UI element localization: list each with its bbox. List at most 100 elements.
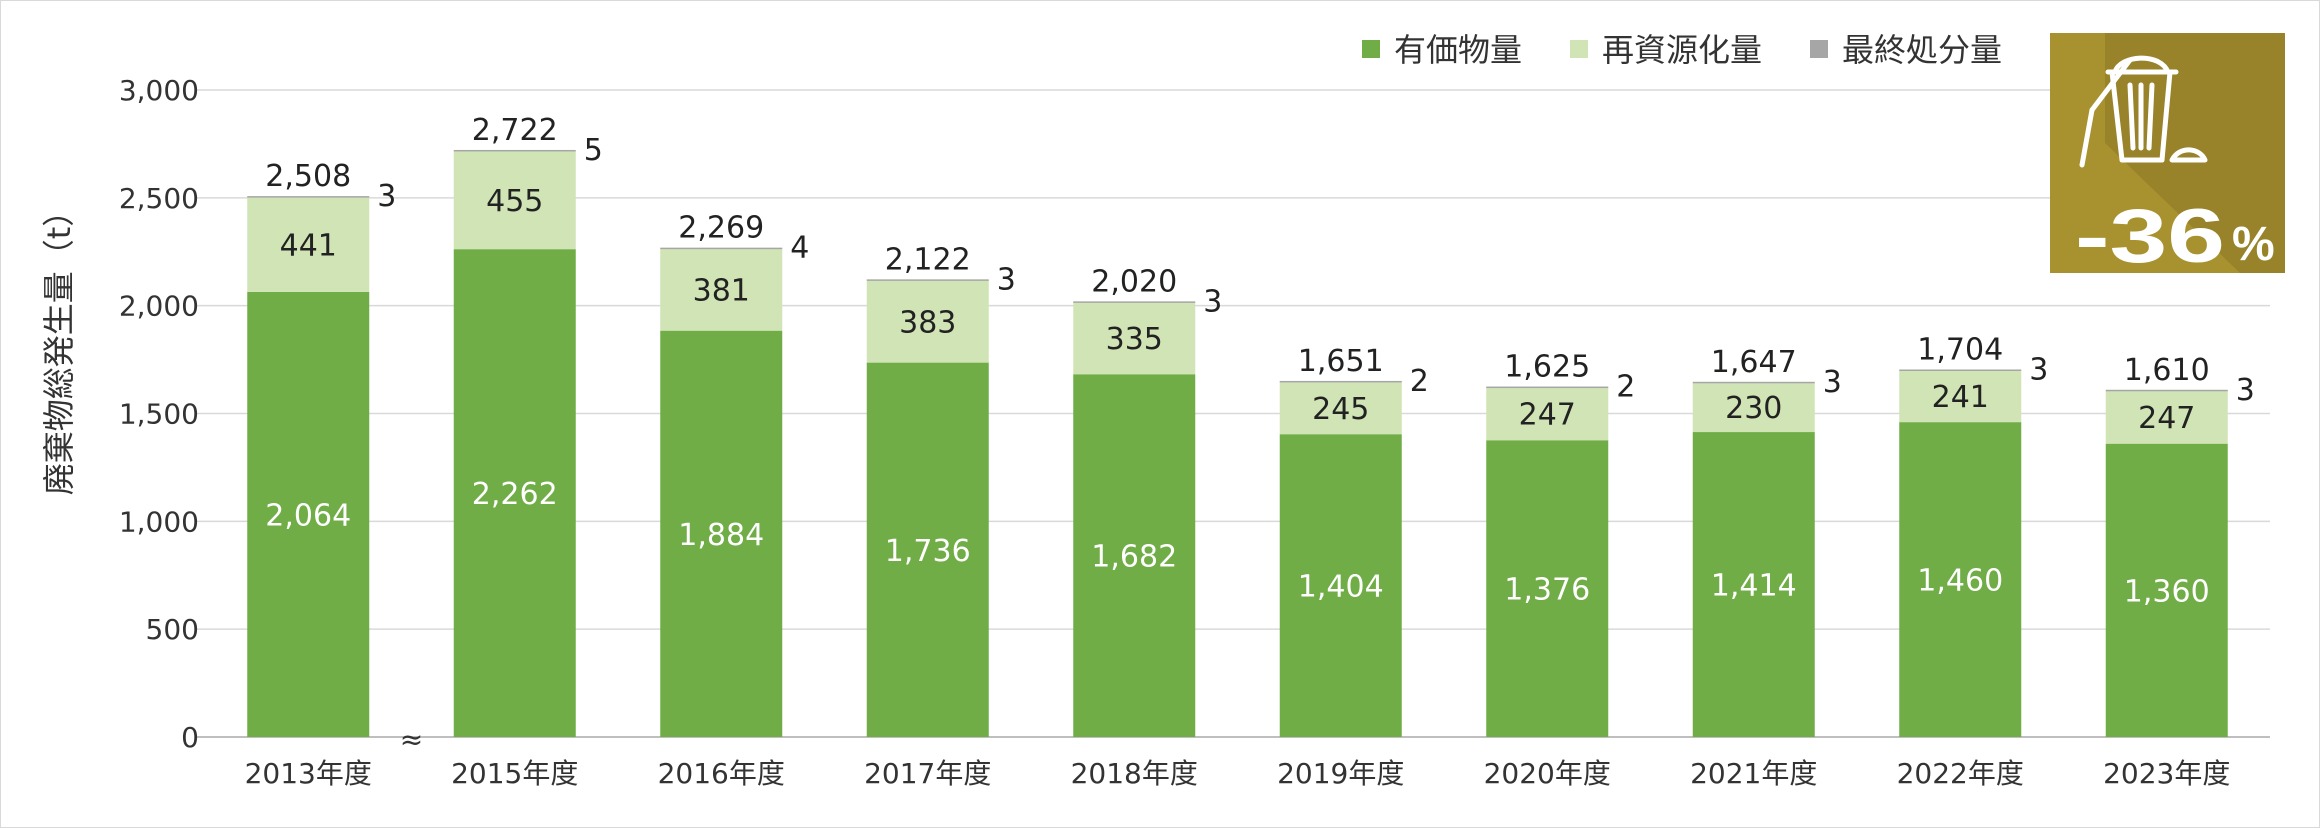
bar-segment-valuables [1073,374,1196,737]
data-label: 230 [1725,391,1782,426]
x-tick-label: 2020年度 [1484,757,1611,790]
data-label: 1,736 [885,534,971,569]
data-label: 5 [584,133,603,168]
data-label: 383 [899,305,956,340]
y-tick-label: 500 [146,613,199,646]
data-label: 3 [2029,353,2048,388]
bar-segment-recycled [1073,302,1196,375]
data-label: 4 [790,231,809,266]
data-label: 1,682 [1091,540,1177,575]
bar-segment-final-disposal [453,149,576,152]
data-label: 2 [1616,370,1635,405]
total-label: 2,122 [885,242,971,277]
bar-segment-valuables [1692,432,1815,737]
bar-segment-valuables [247,291,370,737]
x-tick-label: 2023年度 [2103,757,2230,790]
bar-segment-recycled [660,248,783,331]
legend: 有価物量 再資源化量 最終処分量 [1362,31,2002,69]
data-label: 441 [280,228,337,263]
bar-segment-valuables [1899,422,2022,737]
y-tick-label: 2,500 [119,182,199,215]
total-label: 1,625 [1504,350,1590,385]
x-axis: 2013年度 2015年度 2016年度 2017年度 2018年度 2019年度 2020… [245,723,2231,790]
bar-segment-recycled [1692,382,1815,433]
bar-segment-final-disposal [1279,380,1402,383]
bar-segment-recycled [1899,370,2022,423]
bar-segment-final-disposal [1073,301,1196,303]
trash-bin-icon [2079,55,2208,168]
y-axis: 0 500 1,000 1,500 2,000 2,500 3,000 [119,74,199,754]
total-label: 1,647 [1711,345,1797,380]
data-label: 455 [486,184,543,219]
bar-segment-valuables [866,362,989,737]
legend-label: 再資源化量 [1602,31,1762,69]
legend-label: 最終処分量 [1842,31,2002,69]
data-label: 2,262 [472,477,558,512]
bar-segment-recycled [2105,390,2228,444]
total-label: 1,704 [1917,333,2003,368]
x-tick-label: 2015年度 [451,757,578,790]
bar-segment-final-disposal [1486,386,1609,389]
x-tick-label: 2018年度 [1071,757,1198,790]
axis-break-symbol: ≈ [400,723,423,756]
x-tick-label: 2016年度 [658,757,785,790]
data-label: 247 [2138,401,2195,436]
bar-segment-recycled [453,151,576,250]
bars: 2,064 441 3 2,508 2,262 455 5 2,722 1,884 381 4 2,2… [247,113,2255,738]
data-label: 3 [1823,365,1842,400]
y-tick-label: 3,000 [119,74,199,107]
y-tick-label: 1,000 [119,505,199,538]
data-label: 381 [693,274,750,309]
bar-segment-valuables [453,249,576,738]
data-label: 335 [1106,322,1163,357]
bar-segment-final-disposal [1899,369,2022,372]
data-label: 3 [2236,373,2255,408]
bar-segment-final-disposal [247,196,370,198]
y-tick-label: 0 [181,721,199,754]
total-label: 2,508 [265,159,351,194]
x-tick-label: 2019年度 [1277,757,1404,790]
bar-segment-recycled [1279,381,1402,435]
data-label: 3 [377,179,396,214]
bar-segment-valuables [1279,434,1402,737]
x-tick-label: 2017年度 [864,757,991,790]
data-label: 1,884 [678,518,764,553]
total-label: 1,610 [2124,353,2210,388]
total-label: 2,722 [472,113,558,148]
x-tick-label: 2021年度 [1690,757,1817,790]
data-label: 1,360 [2124,574,2210,609]
legend-label: 有価物量 [1394,31,1522,69]
x-tick-label: 2022年度 [1897,757,2024,790]
bar-segment-valuables [1486,440,1609,737]
bar-segment-final-disposal [2105,389,2228,392]
data-label: 241 [1932,380,1989,415]
bar-segment-recycled [866,280,989,363]
bar-segment-final-disposal [1692,381,1815,384]
legend-swatch [1362,40,1380,58]
total-label: 2,020 [1091,264,1177,299]
y-tick-label: 1,500 [119,398,199,431]
data-label: 247 [1519,398,1576,433]
data-label: 3 [997,262,1016,297]
badge-unit: % [2232,218,2275,271]
bar-segment-final-disposal [866,279,989,281]
legend-swatch [1810,40,1828,58]
badge-value: -36 [2075,194,2225,279]
data-label: 1,460 [1917,564,2003,599]
data-label: 245 [1312,392,1369,427]
bar-segment-recycled [1486,386,1609,441]
total-label: 1,651 [1298,344,1384,379]
bar-segment-final-disposal [660,247,783,250]
bar-segment-recycled [247,196,370,292]
bar-segment-valuables [660,330,783,737]
data-label: 2 [1410,364,1429,399]
data-label: 1,404 [1298,570,1384,605]
y-tick-label: 2,000 [119,290,199,323]
legend-swatch [1570,40,1588,58]
data-label: 1,414 [1711,569,1797,604]
x-tick-label: 2013年度 [245,757,372,790]
bar-segment-valuables [2105,443,2228,737]
reduction-badge: -36 % [2050,33,2285,279]
data-label: 3 [1203,284,1222,319]
